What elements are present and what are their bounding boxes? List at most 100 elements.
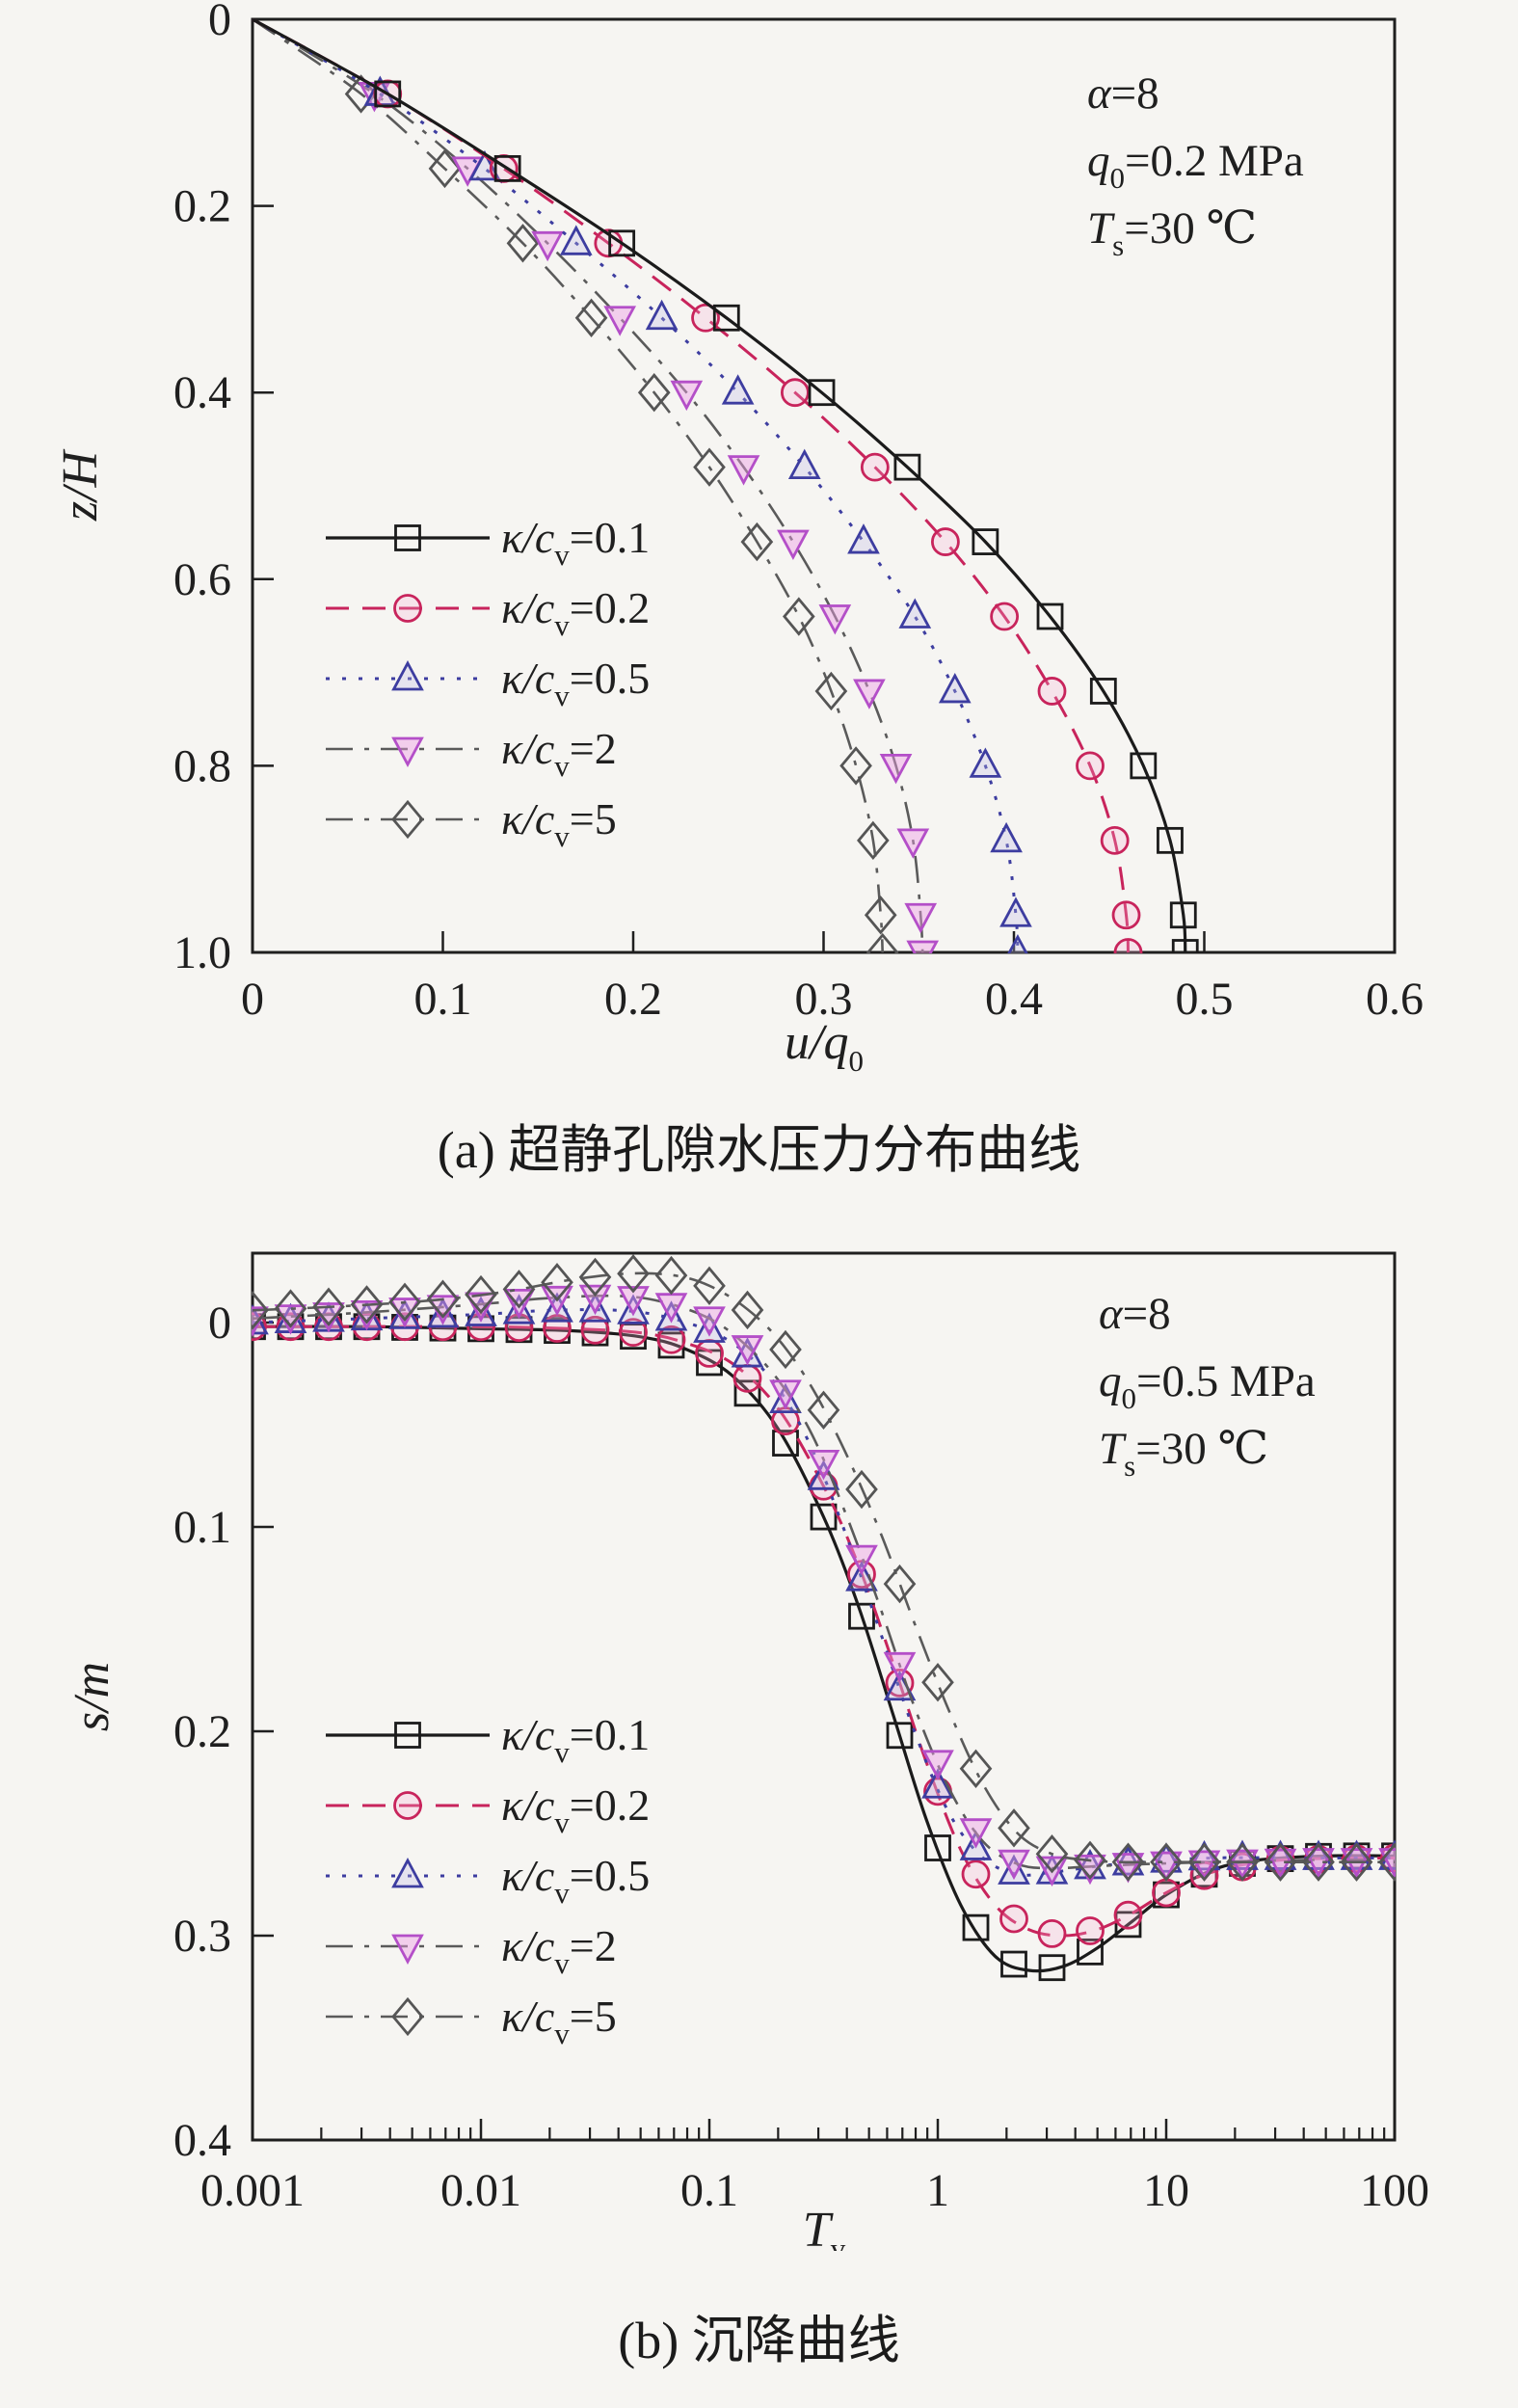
tri-down-marker-icon [807, 1449, 840, 1481]
x-tick-label: 0.1 [414, 974, 472, 1025]
legend: κ/cv=0.1 κ/cv=0.2 κ/cv=0.5 κ/cv=2 κ/cv=5 [326, 1710, 650, 2050]
diamond-marker-icon [1378, 1842, 1396, 1882]
series-line-kcv-0.2 [253, 1324, 1396, 1938]
legend-label: κ/cv=2 [501, 724, 617, 783]
y-tick-label: 0.6 [173, 554, 231, 605]
circle-marker-icon [860, 452, 890, 482]
legend-item-kcv-0.1: κ/cv=0.1 [326, 513, 650, 572]
square-marker-icon [893, 453, 921, 481]
diamond-marker-icon [637, 373, 671, 413]
y-tick-label: 0.3 [173, 1911, 231, 1962]
diamond-marker-icon [578, 1257, 612, 1298]
tri-down-marker-icon [879, 754, 913, 785]
tri-down-marker-icon [578, 1284, 612, 1316]
tri-down-marker-icon [906, 940, 940, 953]
circle-marker-icon [580, 1315, 610, 1345]
legend-item-kcv-0.5: κ/cv=0.5 [326, 654, 650, 712]
legend-item-kcv-0.1: κ/cv=0.1 [326, 1710, 650, 1769]
square-marker-icon [808, 379, 836, 407]
diamond-marker-icon [959, 1749, 993, 1788]
circle-marker-icon [691, 303, 720, 333]
series-layer [252, 1254, 1396, 1982]
tri-down-marker-icon [617, 1286, 650, 1317]
diamond-marker-icon [391, 1996, 424, 2037]
diamond-marker-icon [864, 896, 897, 935]
tri-down-marker-icon [777, 529, 810, 561]
caption-a-text: (a) 超静孔隙水压力分布曲线 [437, 1121, 1081, 1179]
diamond-marker-icon [883, 1564, 917, 1604]
x-tick-label: 0 [241, 974, 264, 1025]
circle-marker-icon [1152, 1878, 1181, 1908]
tri-up-marker-icon [578, 1292, 612, 1323]
diamond-marker-icon [506, 224, 540, 263]
tri-down-marker-icon [1111, 1853, 1145, 1884]
square-marker-icon [374, 80, 402, 108]
x-tick-label: 0.6 [1366, 974, 1424, 1025]
y-axis-title: s/m [65, 1662, 120, 1731]
square-marker-icon [848, 1602, 875, 1630]
tri-up-marker-icon [502, 1294, 536, 1324]
square-marker-icon [1089, 678, 1117, 705]
x-tick-label: 10 [1143, 2165, 1189, 2216]
tri-up-marker-icon [787, 448, 821, 480]
y-tick-label: 0.4 [173, 2115, 231, 2166]
annotation: α=8 q0=0.2 MPa Ts=30 ℃ [1087, 68, 1304, 262]
tri-up-marker-icon [645, 299, 679, 331]
tri-up-marker-icon [847, 523, 880, 554]
legend-item-kcv-5: κ/cv=5 [326, 1992, 617, 2050]
circle-marker-icon [1100, 825, 1130, 855]
legend-label: κ/cv=0.2 [501, 1780, 650, 1839]
diamond-marker-icon [502, 1270, 536, 1309]
x-tick-label: 1 [926, 2165, 949, 2216]
square-marker-icon [1169, 901, 1197, 929]
diamond-marker-icon [839, 746, 872, 786]
diamond-marker-icon [344, 74, 378, 114]
series-kcv-0.1 [252, 1313, 1396, 1982]
circle-marker-icon [619, 1318, 648, 1348]
series-line-kcv-0.1 [252, 1324, 1396, 1973]
tri-up-marker-icon [654, 1300, 688, 1331]
x-tick-label: 0.3 [795, 974, 853, 1025]
tri-up-marker-icon [769, 1382, 802, 1414]
tri-down-marker-icon [693, 1306, 726, 1337]
diamond-marker-icon [391, 799, 424, 840]
y-tick-label: 0.1 [173, 1502, 231, 1553]
series-kcv-0.1 [252, 18, 1199, 953]
diamond-marker-icon [814, 671, 848, 711]
diamond-marker-icon [1074, 1840, 1106, 1880]
tri-down-marker-icon [998, 1849, 1030, 1881]
square-marker-icon [1077, 1938, 1104, 1966]
tri-down-marker-icon [727, 455, 760, 486]
tri-up-marker-icon [617, 1294, 650, 1324]
tri-down-marker-icon [1150, 1851, 1183, 1883]
diamond-marker-icon [857, 820, 890, 861]
y-tick-label: 0.2 [173, 1706, 231, 1757]
circle-marker-icon [780, 378, 810, 408]
diamond-marker-icon [740, 522, 774, 562]
square-marker-icon [810, 1503, 838, 1531]
diamond-marker-icon [388, 1282, 421, 1322]
y-axis-title: z/H [53, 448, 108, 522]
square-marker-icon [1114, 1911, 1142, 1939]
tri-up-marker-icon [559, 225, 593, 255]
x-tick-label: 0.2 [604, 974, 662, 1025]
tri-down-marker-icon [904, 902, 938, 934]
tri-up-marker-icon [921, 1768, 954, 1799]
legend-item-kcv-2: κ/cv=2 [326, 1921, 617, 1980]
y-tick-label: 0 [208, 0, 231, 45]
square-marker-icon [1157, 826, 1184, 854]
tri-up-marker-icon [721, 374, 755, 405]
diamond-marker-icon [574, 298, 608, 337]
annotation-line: Ts=30 ℃ [1087, 203, 1257, 262]
circle-marker-icon [1037, 677, 1067, 706]
series-line-kcv-5 [252, 1271, 1395, 1864]
plot-b: 0.001 0.01 0.1 1 10 100 0 0.1 0.2 0.3 0.4 Tv s/m α=8 q… [65, 1251, 1429, 2251]
diamond-marker-icon [1150, 1842, 1183, 1882]
annotation-line: q0=0.2 MPa [1087, 136, 1304, 195]
legend-item-kcv-2: κ/cv=2 [326, 724, 617, 783]
series-line-kcv-2 [252, 1294, 1396, 1870]
legend-label: κ/cv=2 [501, 1921, 617, 1980]
annotation-line: Ts=30 ℃ [1099, 1424, 1268, 1483]
diamond-marker-icon [252, 1291, 269, 1330]
